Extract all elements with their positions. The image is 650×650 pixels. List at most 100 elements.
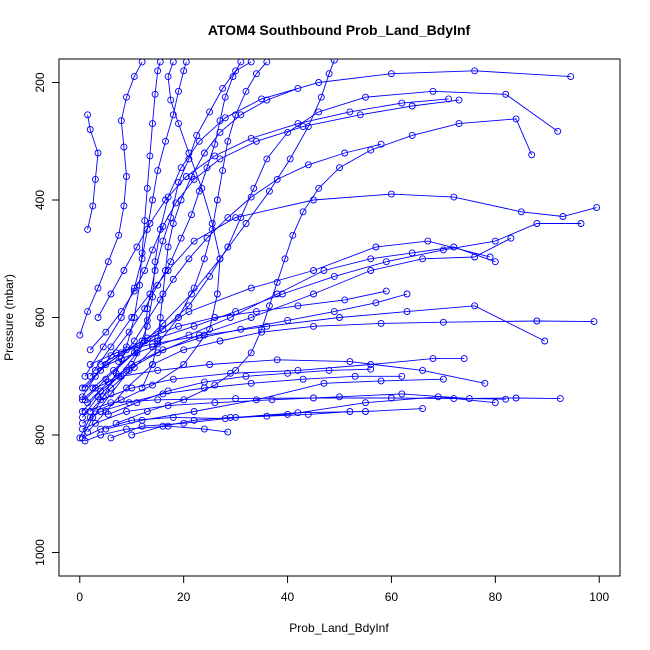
data-point [190, 416, 198, 424]
data-point [593, 204, 601, 212]
series-31 [81, 287, 390, 392]
data-point [284, 316, 292, 324]
data-point [162, 267, 169, 274]
data-point [190, 408, 198, 415]
data-point [286, 155, 294, 163]
data-point [195, 137, 203, 145]
data-point [424, 237, 432, 245]
data-point [216, 155, 224, 163]
data-point [341, 296, 349, 304]
y-axis-label: Pressure (mbar) [2, 274, 16, 361]
chart-title: ATOM4 Southbound Prob_Land_BdyInf [208, 22, 471, 38]
data-point [408, 131, 416, 139]
series-7 [78, 237, 494, 392]
data-point [211, 152, 219, 160]
data-point [154, 337, 162, 345]
series-18 [78, 234, 515, 415]
data-point [408, 102, 416, 110]
data-point [429, 87, 437, 95]
data-point [528, 151, 536, 159]
data-point [252, 137, 260, 145]
data-point [226, 413, 234, 421]
data-point [247, 59, 255, 66]
data-point [367, 365, 375, 373]
series-line [81, 61, 252, 439]
series-24 [76, 59, 164, 442]
data-point [310, 322, 317, 330]
x-tick-label: 80 [489, 590, 503, 604]
data-point [372, 243, 380, 251]
data-point [224, 214, 232, 222]
series-12 [84, 111, 102, 233]
data-point [252, 308, 260, 316]
series-line [84, 60, 335, 401]
data-point [146, 220, 154, 227]
data-point [154, 167, 162, 175]
data-point [284, 369, 292, 377]
series-line [87, 320, 595, 433]
data-point [247, 284, 255, 292]
data-point [294, 84, 302, 92]
data-point [138, 249, 146, 257]
data-point [377, 140, 385, 148]
data-point [146, 152, 154, 160]
data-point [336, 393, 343, 401]
data-point [387, 70, 395, 78]
data-point [107, 352, 115, 360]
data-point [86, 346, 94, 354]
data-point [130, 287, 138, 295]
data-point [299, 208, 307, 216]
data-point [219, 84, 227, 92]
data-point [289, 231, 297, 239]
data-point [115, 358, 123, 366]
data-point [123, 384, 130, 392]
data-point [237, 111, 245, 119]
series-29 [128, 408, 354, 439]
series-layer [76, 59, 601, 445]
x-tick-label: 0 [76, 590, 83, 604]
data-point [439, 375, 447, 383]
data-point [149, 246, 156, 254]
data-point [185, 255, 193, 263]
data-point [190, 237, 198, 245]
data-point [491, 258, 499, 266]
data-point [439, 246, 447, 254]
data-point [398, 99, 406, 107]
data-point [107, 434, 115, 442]
data-point [226, 369, 234, 377]
data-point [419, 405, 427, 413]
data-point [273, 278, 281, 286]
data-point [195, 334, 203, 342]
data-point [237, 214, 245, 222]
data-point [294, 120, 302, 128]
data-point [242, 87, 250, 95]
data-point [190, 284, 198, 292]
data-point [133, 399, 141, 407]
data-point [200, 425, 208, 433]
data-point [138, 59, 146, 66]
series-line [79, 61, 143, 336]
y-tick-label: 800 [33, 425, 47, 445]
data-point [315, 184, 323, 192]
series-line [82, 240, 491, 389]
data-point [76, 434, 84, 442]
data-point [123, 346, 130, 354]
data-point [154, 281, 162, 289]
data-point [188, 211, 195, 219]
data-point [169, 275, 177, 283]
data-point [94, 149, 102, 157]
data-point [247, 314, 255, 321]
data-point [159, 390, 167, 398]
x-tick-label: 60 [385, 590, 399, 604]
data-point [346, 108, 354, 116]
data-point [273, 356, 281, 364]
data-point [284, 410, 292, 418]
data-point [325, 70, 333, 78]
data-point [159, 290, 167, 298]
data-point [242, 372, 250, 380]
data-point [156, 59, 164, 66]
data-point [232, 111, 240, 119]
data-point [91, 372, 99, 380]
data-point [193, 131, 201, 139]
data-point [559, 213, 567, 220]
